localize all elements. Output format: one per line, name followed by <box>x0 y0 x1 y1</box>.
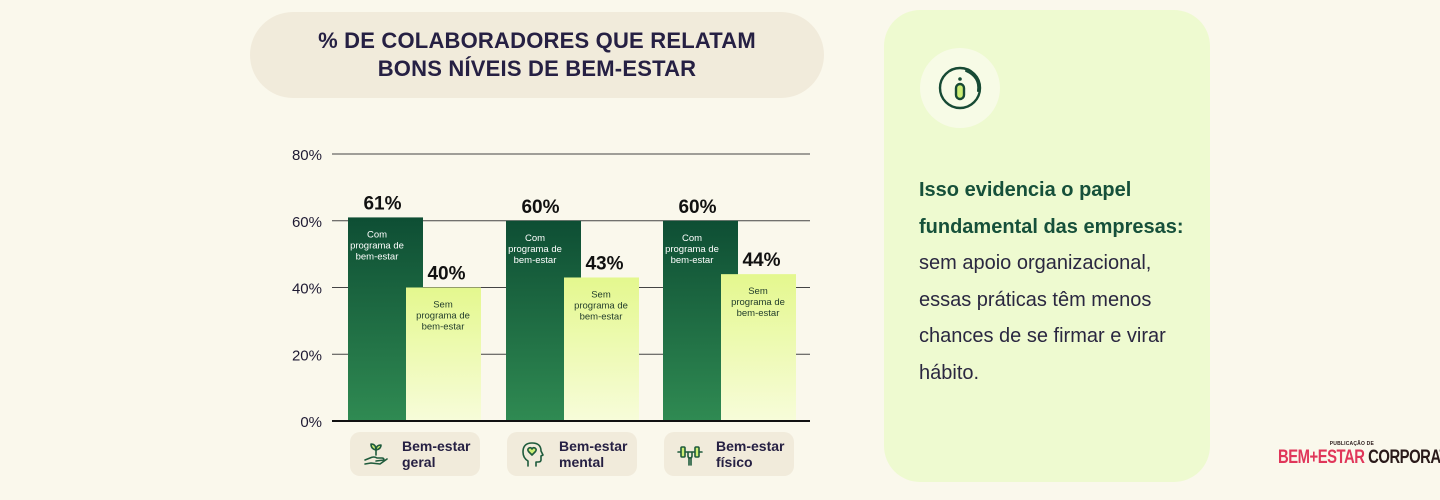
y-tick-label: 80% <box>292 147 322 164</box>
chart-title-line1: % DE COLABORADORES QUE RELATAM <box>318 28 756 53</box>
info-icon <box>920 48 1000 128</box>
brand-logo-part2: ESTAR <box>1317 447 1365 468</box>
data-label: 60% <box>678 197 716 218</box>
info-text-bold: Isso evidencia o papel fundamental das e… <box>919 179 1184 238</box>
category-pill-fisico: Bem-estar físico <box>664 432 794 476</box>
bar-inner-label: bem-estar <box>356 251 399 262</box>
category-label-geral-line1: Bem-estar <box>402 438 471 454</box>
brand-logo-plus: + <box>1309 447 1319 468</box>
data-label: 60% <box>521 197 559 218</box>
category-label-fisico-line1: Bem-estar <box>716 438 785 454</box>
category-pill-mental: Bem-estar mental <box>507 432 637 476</box>
y-tick-label: 0% <box>300 414 322 431</box>
bar-inner-label: Com <box>525 233 545 244</box>
info-card: Isso evidencia o papel fundamental das e… <box>884 10 1210 482</box>
info-text-rest: sem apoio organizacional, essas práticas… <box>919 252 1166 384</box>
chart-title-pill: % DE COLABORADORES QUE RELATAM BONS NÍVE… <box>250 12 824 98</box>
bar-inner-label: Sem <box>433 300 453 311</box>
data-label: 44% <box>742 250 780 271</box>
category-label-mental-line2: mental <box>559 454 605 470</box>
bar-sem-1 <box>564 277 639 420</box>
bar-inner-label: programa de <box>665 244 719 255</box>
category-label-fisico-line2: físico <box>716 454 753 470</box>
bar-inner-label: Com <box>682 233 702 244</box>
bar-inner-label: Sem <box>591 289 611 300</box>
y-tick-label: 60% <box>292 214 322 231</box>
bar-inner-label: programa de <box>416 311 470 322</box>
bar-inner-label: bem-estar <box>514 255 557 266</box>
brand-logo-publisher: PUBLICAÇÃO DE <box>1329 441 1374 447</box>
y-tick-label: 40% <box>292 281 322 298</box>
y-tick-label: 20% <box>292 347 322 364</box>
head-heart-icon <box>517 438 549 470</box>
category-label-geral-line2: geral <box>402 454 436 470</box>
bar-sem-0 <box>406 287 481 420</box>
brand-logo-part3: CORPORATIVO <box>1368 447 1440 468</box>
bar-inner-label: programa de <box>731 297 785 308</box>
bar-inner-label: bem-estar <box>737 308 780 319</box>
bar-inner-label: Com <box>367 229 387 240</box>
hand-plant-icon <box>360 438 392 470</box>
chart-title-line2: BONS NÍVEIS DE BEM-ESTAR <box>377 56 697 81</box>
category-pill-geral: Bem-estar geral <box>350 432 480 476</box>
bar-inner-label: bem-estar <box>422 322 465 333</box>
bar-inner-label: Sem <box>748 286 768 297</box>
info-text: Isso evidencia o papel fundamental das e… <box>919 172 1189 391</box>
data-label: 61% <box>363 193 401 214</box>
bar-inner-label: bem-estar <box>671 255 714 266</box>
bar-inner-label: programa de <box>574 300 628 311</box>
bar-inner-label: programa de <box>508 244 562 255</box>
data-label: 40% <box>427 264 465 285</box>
category-label-mental-line1: Bem-estar <box>559 438 628 454</box>
bar-sem-2 <box>721 274 796 420</box>
brand-logo: PUBLICAÇÃO DE BEM+ESTAR CORPORATIVO <box>1278 440 1440 474</box>
bar-inner-label: bem-estar <box>580 311 623 322</box>
data-label: 43% <box>585 253 623 274</box>
dumbbell-icon <box>674 438 706 470</box>
brand-logo-part1: BEM <box>1278 447 1310 468</box>
bar-inner-label: programa de <box>350 240 404 251</box>
